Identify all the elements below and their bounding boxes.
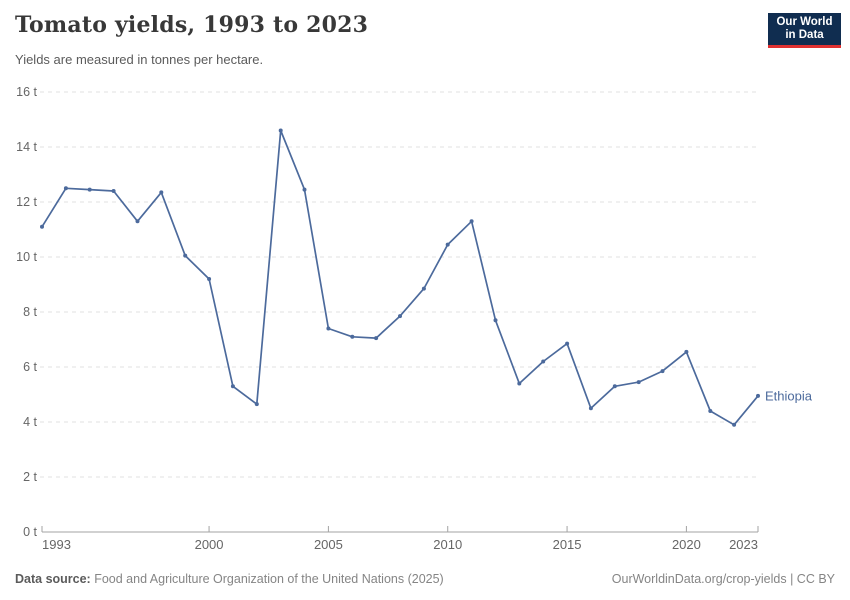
data-point <box>63 186 68 191</box>
data-point <box>588 406 593 411</box>
data-point <box>565 341 570 346</box>
chart-subtitle: Yields are measured in tonnes per hectar… <box>15 52 264 67</box>
owid-logo-line1: Our World <box>776 16 833 29</box>
data-point <box>398 314 402 319</box>
data-point <box>326 326 331 331</box>
owid-logo-line2: in Data <box>785 29 824 41</box>
y-tick-label: 0 t <box>23 525 37 539</box>
data-point <box>421 286 426 291</box>
x-tick-label: 2023 <box>729 537 758 552</box>
x-tick-label: 2010 <box>433 537 462 552</box>
data-line <box>41 129 759 426</box>
y-tick-label: 12 t <box>16 195 37 209</box>
data-source-label: Data source: <box>15 572 91 586</box>
x-tick-label: 2005 <box>314 537 343 552</box>
data-point <box>230 384 235 389</box>
y-tick-label: 16 t <box>16 85 37 99</box>
data-point <box>636 380 641 385</box>
data-point <box>660 369 665 374</box>
data-point <box>350 334 355 339</box>
data-point <box>159 190 164 195</box>
x-tick-label: 2020 <box>672 537 701 552</box>
data-point <box>708 409 713 413</box>
data-point <box>183 253 188 258</box>
data-point <box>445 242 450 247</box>
x-tick-label: 2015 <box>553 537 582 552</box>
data-point <box>111 189 116 193</box>
y-tick-label: 10 t <box>16 250 37 264</box>
data-point <box>612 384 617 389</box>
data-point <box>469 219 474 224</box>
data-point <box>87 187 92 192</box>
data-point <box>278 128 283 133</box>
y-tick-label: 2 t <box>23 470 37 484</box>
chart-title: Tomato yields, 1993 to 2023 <box>15 12 369 38</box>
data-point <box>493 318 498 323</box>
data-point <box>517 381 522 386</box>
y-tick-label: 4 t <box>23 415 37 429</box>
data-point <box>207 277 212 281</box>
data-source-text: Food and Agriculture Organization of the… <box>90 572 444 586</box>
data-point <box>254 402 259 407</box>
data-point <box>541 359 546 364</box>
attribution-link[interactable]: OurWorldinData.org/crop-yields | CC BY <box>611 572 835 586</box>
owid-logo[interactable]: Our World in Data <box>768 13 841 48</box>
y-tick-label: 8 t <box>23 305 37 319</box>
y-tick-label: 14 t <box>16 140 37 154</box>
data-point <box>135 219 140 224</box>
entity-label: Ethiopia <box>765 388 813 403</box>
data-point <box>756 393 760 398</box>
x-tick-label: 1993 <box>42 537 71 552</box>
data-point <box>684 349 689 354</box>
data-point <box>40 224 44 229</box>
chart-footer: Data source: Food and Agriculture Organi… <box>15 572 835 586</box>
y-tick-label: 6 t <box>23 360 37 374</box>
data-point <box>374 336 379 341</box>
data-point <box>302 187 307 192</box>
x-tick-label: 2000 <box>195 537 224 552</box>
data-point <box>732 422 737 427</box>
data-source-note: Data source: Food and Agriculture Organi… <box>15 572 444 586</box>
